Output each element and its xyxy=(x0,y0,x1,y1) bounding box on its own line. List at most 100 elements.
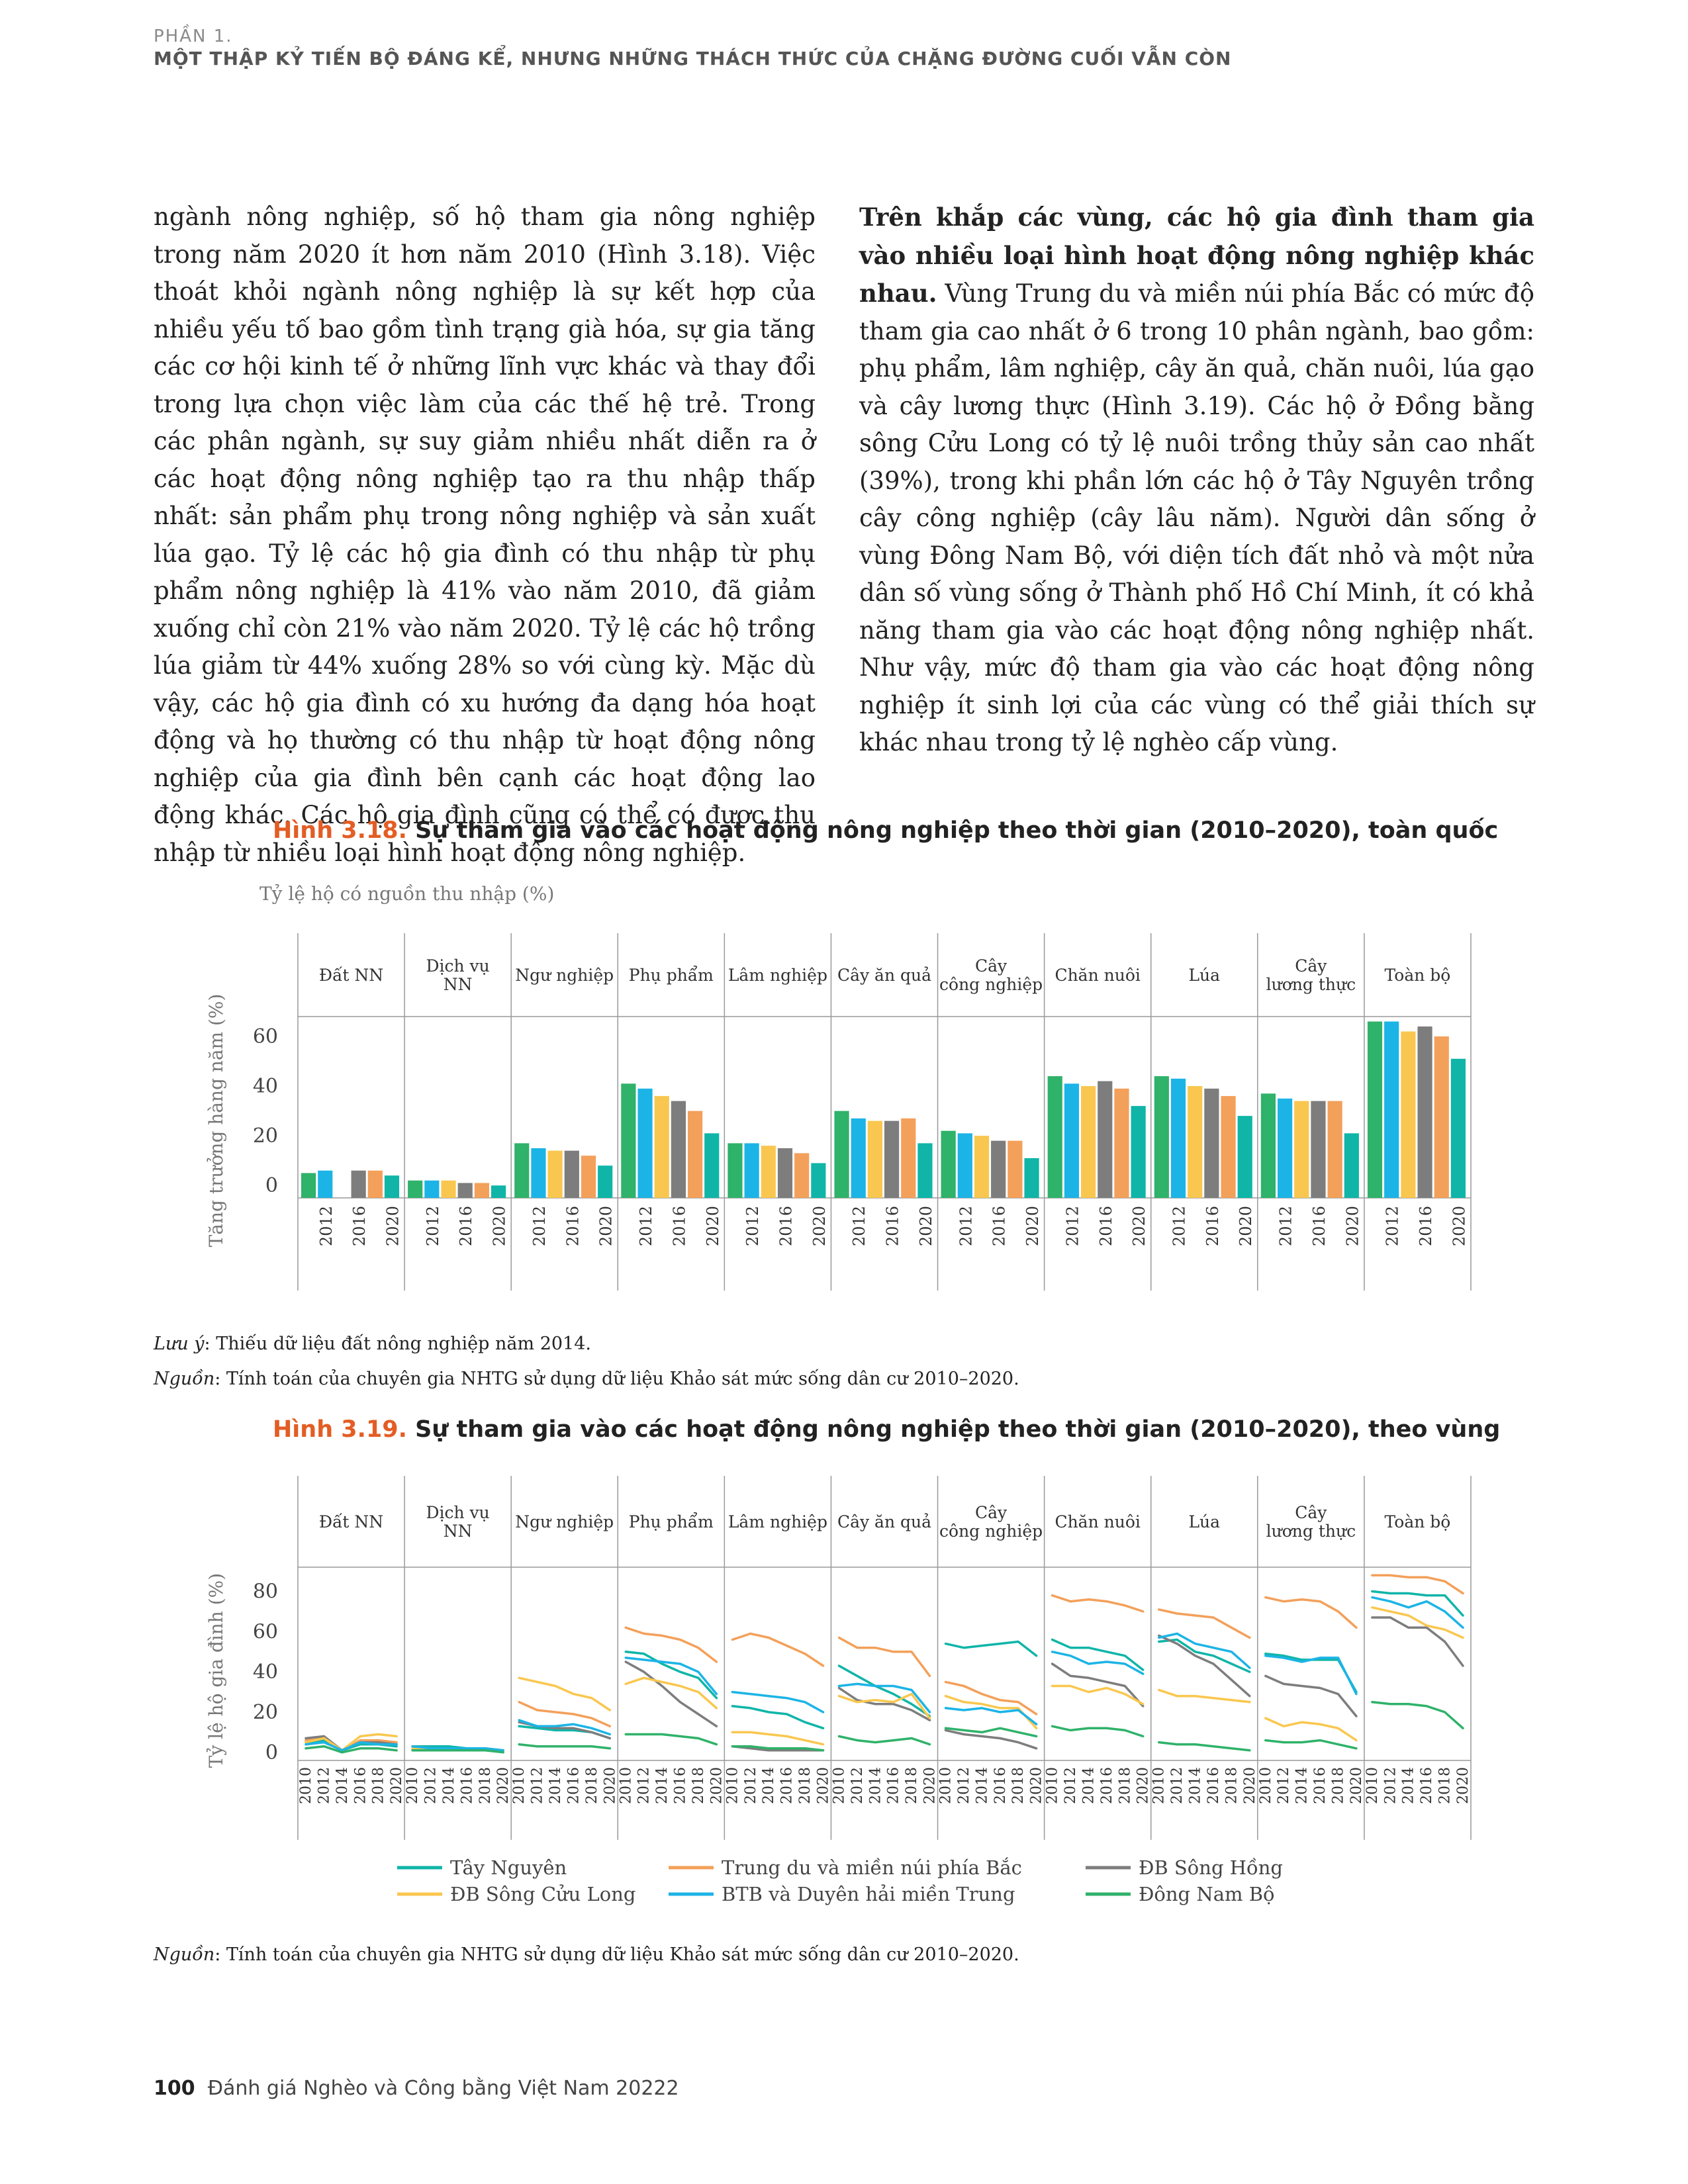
x-tick-label: 2012 xyxy=(1276,1767,1292,1804)
x-tick-label: 2018 xyxy=(1117,1767,1133,1804)
bar xyxy=(441,1180,456,1198)
panel-label: lương thực xyxy=(1266,1522,1356,1541)
x-tick-label: 2014 xyxy=(1188,1767,1204,1804)
x-tick-label: 2012 xyxy=(956,1767,972,1804)
bar xyxy=(1047,1076,1062,1198)
panel-label: Ngư nghiệp xyxy=(515,966,614,985)
bar xyxy=(761,1146,776,1198)
series-line xyxy=(518,1701,612,1728)
series-line xyxy=(411,1745,504,1752)
bar xyxy=(884,1120,900,1198)
bar xyxy=(598,1165,613,1198)
series-line xyxy=(1157,1608,1251,1639)
x-tick-label: 2014 xyxy=(1294,1767,1311,1804)
figure-3-19-chart: Tỷ lệ hộ gia đình (%) 0 20 40 60 80 Đất NN 2010… xyxy=(205,1476,1472,1905)
x-tick-label: 2012 xyxy=(423,1767,440,1804)
x-tick-label: 2016 xyxy=(990,1206,1009,1246)
bar xyxy=(408,1180,423,1198)
bar xyxy=(727,1143,743,1198)
x-tick-label: 2014 xyxy=(334,1767,351,1804)
bar xyxy=(1237,1116,1252,1198)
series-line xyxy=(731,1632,825,1667)
series-line xyxy=(624,1651,718,1700)
panel-label: Cây ăn quả xyxy=(837,1512,931,1531)
x-tick-label: 2016 xyxy=(1097,1206,1115,1246)
figure-number: Hình 3.18. xyxy=(273,817,407,844)
panel-label: Toàn bộ xyxy=(1385,966,1451,985)
series-line xyxy=(624,1733,718,1746)
y-tick-label: 0 xyxy=(265,1741,278,1764)
figure-3-18-note: Lưu ý: Thiếu dữ liệu đất nông nghiệp năm… xyxy=(154,1334,591,1354)
x-tick-label: 2014 xyxy=(441,1767,457,1804)
report-title: Đánh giá Nghèo và Công bằng Việt Nam 202… xyxy=(207,2077,679,2100)
series-line xyxy=(1051,1684,1145,1706)
bar xyxy=(867,1120,882,1198)
series-line xyxy=(1264,1596,1358,1629)
y-axis-label: Tỷ lệ hộ gia đình (%) xyxy=(205,1573,227,1768)
paragraph-rest: Vùng Trung du và miền núi phía Bắc có mứ… xyxy=(859,279,1534,756)
bar xyxy=(1081,1086,1096,1198)
x-tick-label: 2010 xyxy=(831,1767,847,1804)
series-line xyxy=(837,1664,931,1717)
bar xyxy=(1008,1140,1023,1198)
paragraph-right: Trên khắp các vùng, các hộ gia đình tham… xyxy=(859,199,1534,762)
panel-label: Phụ phẩm xyxy=(629,966,714,985)
x-tick-label: 2010 xyxy=(1364,1767,1381,1804)
bar xyxy=(851,1118,866,1198)
bar xyxy=(1344,1133,1359,1198)
x-tick-label: 2012 xyxy=(1169,1767,1186,1804)
series-line xyxy=(1264,1674,1358,1717)
x-tick-label: 2020 xyxy=(810,1206,829,1246)
x-tick-label: 2012 xyxy=(1063,1206,1082,1246)
x-tick-label: 2020 xyxy=(917,1206,935,1246)
figure-3-19-title: Hình 3.19. Sự tham gia vào các hoạt động… xyxy=(273,1416,1500,1443)
y-axis-label: Tăng trưởng hàng năm (%) xyxy=(205,994,227,1248)
x-tick-label: 2010 xyxy=(511,1767,528,1804)
panel-label: Dịch vụ xyxy=(426,956,489,976)
x-tick-label: 2012 xyxy=(317,1206,336,1246)
panel-label: Lúa xyxy=(1188,966,1220,985)
bar xyxy=(1417,1026,1432,1198)
x-tick-label: 2012 xyxy=(849,1767,866,1804)
bar xyxy=(1294,1101,1309,1198)
bar xyxy=(514,1143,530,1198)
series-line xyxy=(1157,1632,1251,1669)
page-number: 100 xyxy=(154,2077,195,2100)
y-tick-label: 60 xyxy=(253,1620,278,1643)
x-tick-label: 2016 xyxy=(777,1206,796,1246)
series-line xyxy=(837,1682,931,1713)
series-line xyxy=(411,1749,504,1754)
x-tick-label: 2020 xyxy=(1242,1767,1258,1804)
panel-label: Cây xyxy=(1295,1503,1327,1522)
source-text: : Tính toán của chuyên gia NHTG sử dụng … xyxy=(214,1369,1019,1389)
section-label: PHẦN 1. xyxy=(154,26,233,46)
x-tick-label: 2020 xyxy=(922,1767,939,1804)
panel-label: Phụ phẩm xyxy=(629,1512,714,1531)
series-line xyxy=(1157,1688,1251,1704)
x-tick-label: 2010 xyxy=(618,1767,634,1804)
x-tick-label: 2018 xyxy=(584,1767,600,1804)
series-line xyxy=(944,1680,1038,1715)
series-line xyxy=(1371,1596,1464,1629)
series-line xyxy=(944,1729,1038,1750)
bar xyxy=(564,1150,579,1198)
series-line xyxy=(731,1731,825,1746)
legend-label: BTB và Duyên hải miền Trung xyxy=(722,1883,1015,1905)
x-tick-label: 2016 xyxy=(563,1206,582,1246)
x-tick-label: 2020 xyxy=(1029,1767,1045,1804)
series-line xyxy=(1051,1725,1145,1738)
legend-label: Tây Nguyên xyxy=(450,1856,567,1879)
x-tick-label: 2020 xyxy=(384,1206,402,1246)
series-line xyxy=(305,1745,398,1754)
x-tick-label: 2020 xyxy=(602,1767,618,1804)
bar xyxy=(688,1111,703,1198)
x-tick-label: 2010 xyxy=(404,1767,421,1804)
bar xyxy=(1204,1088,1219,1198)
bar xyxy=(1221,1096,1236,1198)
bar xyxy=(1367,1021,1383,1198)
bar xyxy=(301,1173,316,1198)
bar xyxy=(704,1133,720,1198)
x-tick-label: 2012 xyxy=(957,1206,975,1246)
y-tick-label: 40 xyxy=(253,1661,278,1684)
bar xyxy=(1170,1078,1186,1198)
